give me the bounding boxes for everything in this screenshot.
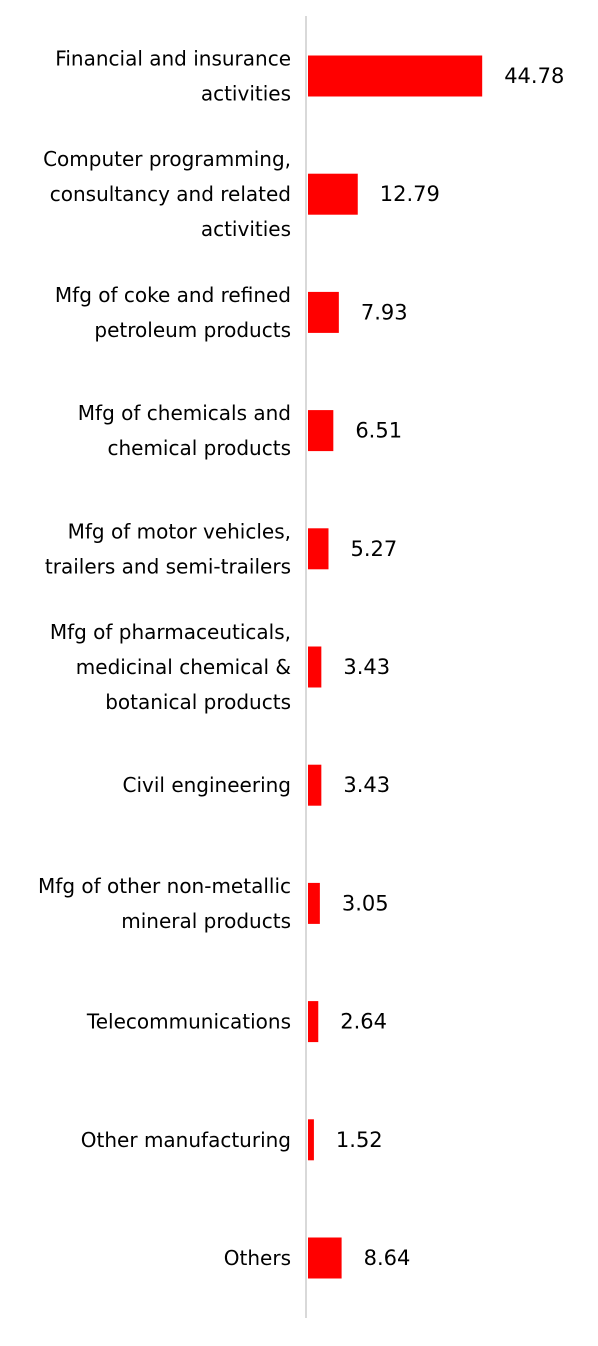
category-labels-group: Financial and insurance activities Compute… bbox=[38, 47, 291, 1271]
bar bbox=[308, 882, 320, 924]
category-label: Mfg of pharmaceuticals, bbox=[50, 620, 291, 644]
bar bbox=[308, 528, 329, 570]
value-labels-group: 44.78 12.79 7.93 6.51 5.27 3.43 3.43 3.05 2.64 1.… bbox=[336, 64, 564, 1270]
value-label: 3.05 bbox=[342, 891, 389, 915]
bar bbox=[308, 646, 322, 688]
category-label: mineral products bbox=[121, 909, 291, 933]
bar bbox=[308, 55, 483, 97]
category-label: Computer programming, bbox=[43, 147, 291, 171]
value-label: 12.79 bbox=[380, 182, 440, 206]
category-label: Mfg of coke and refined bbox=[55, 283, 291, 307]
bar bbox=[308, 1001, 319, 1043]
bar bbox=[308, 1119, 314, 1161]
category-label: activities bbox=[201, 217, 291, 241]
category-label: petroleum products bbox=[94, 318, 291, 342]
category-label: Financial and insurance bbox=[55, 47, 291, 71]
value-label: 8.64 bbox=[364, 1246, 411, 1270]
value-label: 3.43 bbox=[343, 773, 390, 797]
value-label: 7.93 bbox=[361, 300, 408, 324]
bar bbox=[308, 410, 334, 452]
value-label: 1.52 bbox=[336, 1128, 383, 1152]
category-label: Mfg of motor vehicles, bbox=[68, 519, 291, 543]
bars-group bbox=[308, 55, 483, 1279]
category-label: trailers and semi-trailers bbox=[45, 554, 291, 578]
value-label: 2.64 bbox=[340, 1010, 387, 1034]
category-label: Telecommunications bbox=[86, 1010, 291, 1034]
category-label: medicinal chemical & bbox=[76, 655, 291, 679]
bar bbox=[308, 764, 322, 806]
value-label: 6.51 bbox=[355, 419, 402, 443]
value-label: 44.78 bbox=[504, 64, 564, 88]
bar bbox=[308, 1237, 342, 1279]
category-label: chemical products bbox=[107, 436, 291, 460]
category-label: consultancy and related bbox=[50, 182, 291, 206]
category-label: botanical products bbox=[105, 690, 291, 714]
category-label: activities bbox=[201, 82, 291, 106]
category-label: Mfg of chemicals and bbox=[78, 401, 291, 425]
bar bbox=[308, 291, 339, 333]
category-label: Civil engineering bbox=[123, 773, 292, 797]
category-label: Other manufacturing bbox=[81, 1128, 291, 1152]
category-label: Others bbox=[224, 1246, 291, 1270]
bar bbox=[308, 173, 358, 215]
value-label: 3.43 bbox=[343, 655, 390, 679]
category-label: Mfg of other non-metallic bbox=[38, 874, 291, 898]
value-label: 5.27 bbox=[351, 537, 398, 561]
